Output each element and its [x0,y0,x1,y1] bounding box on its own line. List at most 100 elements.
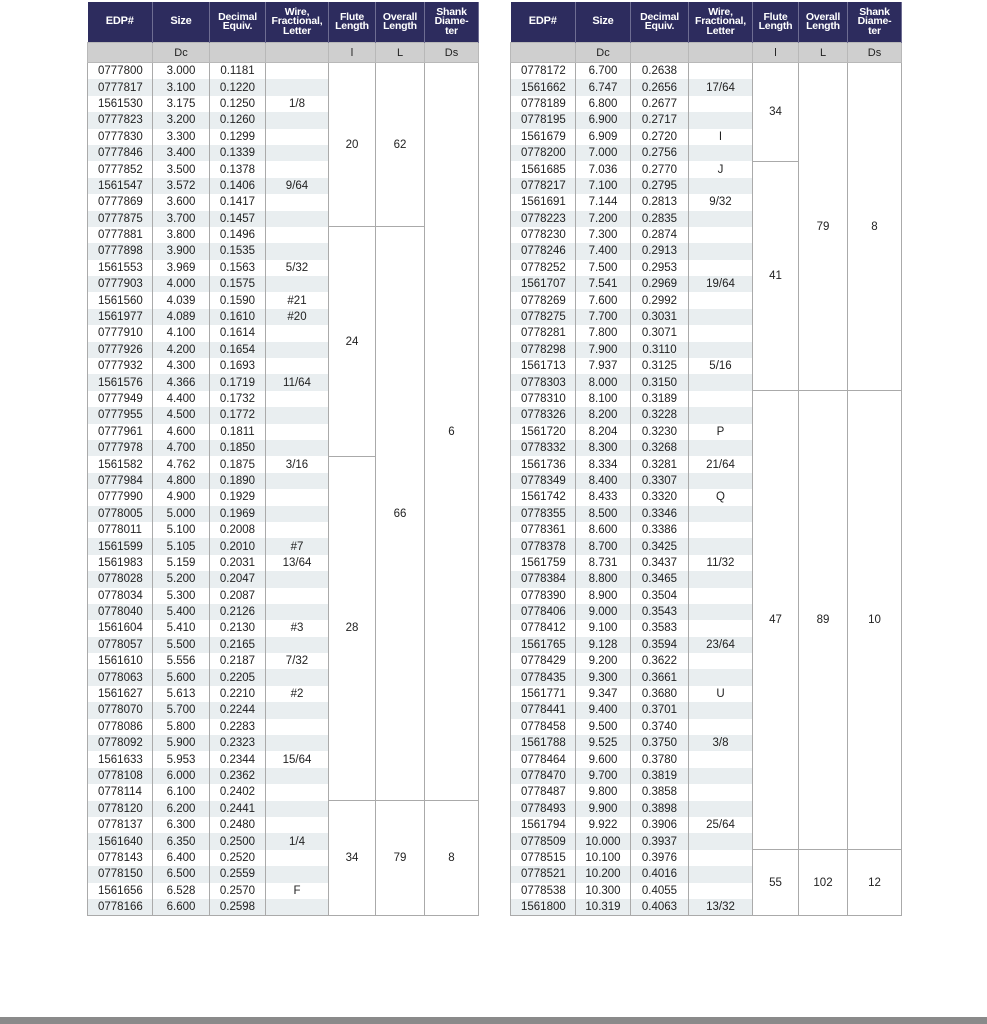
cell-edp: 0777926 [87,341,153,359]
cell-wire [688,718,753,736]
cell-wire: #20 [265,308,329,326]
cell-size: 9.922 [575,816,631,834]
cell-decimal: 0.2874 [630,226,689,244]
cell-wire [265,472,329,490]
table-row: 0777869 3.600 0.1417 [87,194,479,211]
table-row: 0777990 4.900 0.1929 [87,489,479,506]
cell-flute-group: 24 [328,226,376,457]
cell-wire [688,669,753,686]
table-row: 1561582 4.762 0.1875 3/16 28 [87,455,479,802]
cell-edp: 0777898 [87,243,153,260]
table-row: 0778458 9.500 0.3740 [510,718,902,736]
cell-wire [688,849,753,867]
cell-decimal: 0.1811 [209,423,266,440]
table-row: 0777984 4.800 0.1890 [87,472,479,490]
cell-wire [688,144,753,162]
cell-wire: J [688,161,753,178]
table-row: 0778223 7.200 0.2835 [510,210,902,227]
cell-wire [265,866,329,883]
cell-wire [265,112,329,129]
cell-decimal: 0.1417 [209,194,266,211]
cell-size: 6.400 [152,849,210,867]
cell-size: 8.731 [575,554,631,572]
cell-decimal: 0.1890 [209,472,266,490]
cell-decimal: 0.2402 [209,784,266,801]
cell-decimal: 0.2717 [630,112,689,129]
cell-flute-group: 28 [328,455,376,802]
cell-wire [265,521,329,539]
cell-wire [688,571,753,588]
table-row: 0778310 8.100 0.3189 47 89 10 [510,390,902,851]
cell-size: 8.334 [575,456,631,473]
table-row: 1561560 4.039 0.1590 #21 [87,292,479,309]
cell-size: 4.300 [152,358,210,375]
cell-edp: 0778458 [510,718,576,736]
cell-wire [265,702,329,719]
cell-edp: 1561713 [510,358,576,375]
cell-wire: #3 [265,620,329,637]
cell-edp: 0778034 [87,587,153,604]
cell-size: 3.600 [152,194,210,211]
cell-decimal: 0.2441 [209,800,266,817]
table-row: 1561788 9.525 0.3750 3/8 [510,735,902,752]
cell-decimal: 0.2969 [630,276,689,293]
table-row: 0778252 7.500 0.2953 [510,259,902,277]
cell-edp: 1561691 [510,194,576,211]
cell-decimal: 0.2559 [209,866,266,883]
cell-size: 3.500 [152,161,210,178]
table-row: 0777978 4.700 0.1850 [87,439,479,457]
cell-size: 8.204 [575,423,631,440]
cell-wire: 11/32 [688,554,753,572]
cell-decimal: 0.3937 [630,833,689,850]
cell-edp: 0778521 [510,866,576,883]
cell-decimal: 0.4055 [630,882,689,899]
table-row: 1561633 5.953 0.2344 15/64 [87,751,479,768]
cell-decimal: 0.1969 [209,505,266,522]
symbol-size: Dc [152,42,210,63]
symbol-flute: l [328,42,376,63]
cell-edp: 0778515 [510,849,576,867]
cell-wire: 25/64 [688,816,753,834]
cell-wire: 1/4 [265,833,329,850]
table-row: 0778509 10.000 0.3937 [510,833,902,850]
cell-size: 5.953 [152,751,210,768]
cell-decimal: 0.1299 [209,128,266,145]
table-row: 0778361 8.600 0.3386 [510,521,902,539]
cell-size: 6.909 [575,128,631,145]
header-edp: EDP# [510,2,576,43]
cell-edp: 0778246 [510,243,576,260]
cell-decimal: 0.1772 [209,407,266,424]
cell-edp: 0778361 [510,521,576,539]
cell-size: 5.900 [152,735,210,752]
cell-size: 6.528 [152,882,210,899]
cell-size: 7.700 [575,308,631,326]
table-row: 0777875 3.700 0.1457 [87,210,479,227]
cell-edp: 0778378 [510,538,576,555]
cell-edp: 0777932 [87,358,153,375]
cell-decimal: 0.1875 [209,456,266,473]
cell-edp: 0778120 [87,800,153,817]
cell-decimal: 0.2570 [209,882,266,899]
cell-wire [688,210,753,227]
table-row: 0778298 7.900 0.3110 [510,341,902,359]
cell-edp: 1561707 [510,276,576,293]
header-overall: Overall Length [798,2,848,43]
cell-size: 4.039 [152,292,210,309]
cell-size: 6.300 [152,816,210,834]
cell-wire [265,144,329,162]
cell-size: 6.500 [152,866,210,883]
cell-flute-group: 20 [328,61,376,228]
cell-decimal: 0.3622 [630,653,689,670]
symbol-shank: Ds [847,42,902,63]
cell-edp: 0778189 [510,95,576,113]
cell-edp: 0778303 [510,374,576,391]
cell-size: 4.366 [152,374,210,391]
cell-decimal: 0.1220 [209,79,266,96]
cell-edp: 1561560 [87,292,153,309]
cell-edp: 0778487 [510,784,576,801]
cell-wire [265,784,329,801]
cell-size: 10.000 [575,833,631,850]
table-row: 0778195 6.900 0.2717 [510,112,902,129]
cell-edp: 0777978 [87,439,153,457]
header-shank: Shank Diame- ter [424,2,479,43]
